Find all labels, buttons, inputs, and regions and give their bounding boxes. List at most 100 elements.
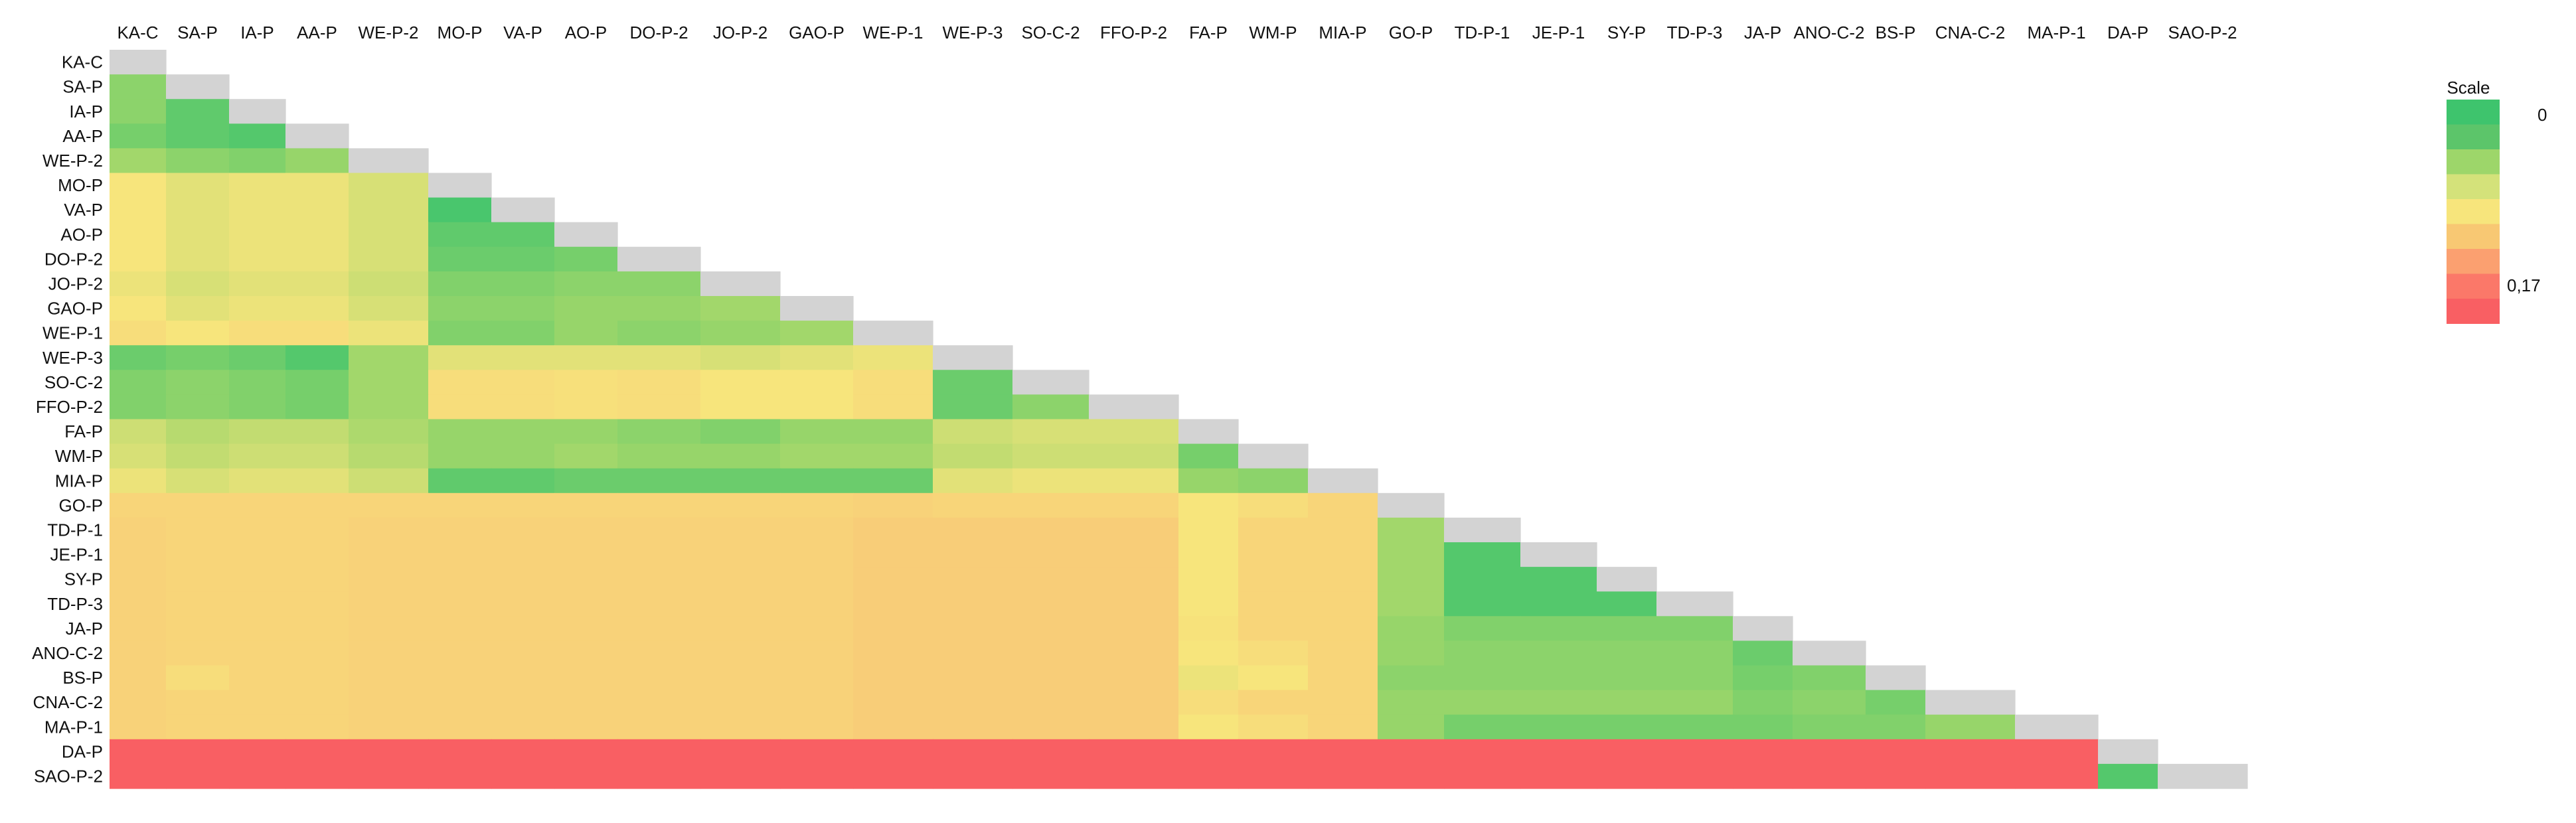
heatmap-cell (1444, 640, 1521, 666)
heatmap-cell (1378, 739, 1445, 765)
heatmap-cell (110, 197, 167, 223)
heatmap-cell (853, 690, 933, 715)
heatmap-cell (229, 321, 286, 346)
heatmap-cell (1444, 763, 1521, 789)
heatmap-cell (285, 492, 349, 518)
heatmap-cell (933, 616, 1013, 641)
diagonal-cell (780, 296, 854, 321)
heatmap-cell (1520, 567, 1597, 592)
heatmap-cell (780, 690, 854, 715)
heatmap-cell (166, 345, 230, 370)
heatmap-cell (617, 419, 701, 445)
heatmap-cell (554, 763, 618, 789)
heatmap-cell (491, 321, 555, 346)
heatmap-cell (285, 296, 349, 321)
column-label: WM-P (1249, 23, 1297, 42)
heatmap-cell (349, 419, 429, 445)
heatmap-cell (1597, 714, 1657, 740)
heatmap-cell (1866, 714, 1926, 740)
heatmap-cell (780, 321, 854, 346)
heatmap-cell (229, 591, 286, 617)
heatmap-cell (853, 394, 933, 420)
heatmap-cell (780, 567, 854, 592)
heatmap-cell (229, 197, 286, 223)
heatmap-cell (1378, 763, 1445, 789)
heatmap-cell (1178, 517, 1239, 543)
heatmap-cell (1793, 714, 1866, 740)
row-labels: KA-C SA-P IA-P AA-P WE-P-2 MO-P VA-P AO-P DO-P-2… (32, 52, 103, 786)
heatmap-cell (349, 517, 429, 543)
heatmap-cell (933, 591, 1013, 617)
column-label: GO-P (1389, 23, 1433, 42)
heatmap-cell (166, 517, 230, 543)
heatmap-cell (1308, 616, 1378, 641)
heatmap-cell (2015, 763, 2099, 789)
heatmap-cell (1178, 468, 1239, 494)
heatmap-cell (285, 567, 349, 592)
heatmap-cell (428, 443, 492, 469)
column-label: KA-C (117, 23, 158, 42)
heatmap-cell (2098, 763, 2158, 789)
heatmap-cell (1444, 714, 1521, 740)
heatmap-cell (428, 197, 492, 223)
column-label: TD-P-3 (1667, 23, 1723, 42)
heatmap-cell (554, 419, 618, 445)
heatmap-cell (554, 616, 618, 641)
heatmap-cell (110, 123, 167, 149)
heatmap-cell (285, 246, 349, 272)
heatmap-cell (700, 567, 781, 592)
heatmap-cell (491, 222, 555, 248)
heatmap-cell (780, 370, 854, 395)
heatmap-cell (554, 739, 618, 765)
column-label: VA-P (503, 23, 542, 42)
heatmap-cell (554, 468, 618, 494)
heatmap-cell (1238, 542, 1309, 567)
heatmap-cell (166, 296, 230, 321)
diagonal-cell (349, 148, 429, 174)
heatmap-cell (1089, 690, 1179, 715)
heatmap-cell (491, 739, 555, 765)
heatmap-cell (428, 468, 492, 494)
heatmap-cell (1178, 591, 1239, 617)
heatmap-cell (110, 690, 167, 715)
heatmap-cell (1012, 591, 1089, 617)
heatmap-cell (349, 763, 429, 789)
row-label: AO-P (60, 224, 103, 244)
heatmap-cell (1178, 542, 1239, 567)
heatmap-cell (491, 517, 555, 543)
heatmap-cell (853, 517, 933, 543)
heatmap-cell (110, 763, 167, 789)
heatmap-cell (1925, 739, 2016, 765)
diagonal-cell (1733, 616, 1793, 641)
heatmap-cell (1733, 739, 1793, 765)
heatmap-cell (349, 690, 429, 715)
heatmap-cell (1178, 665, 1239, 691)
heatmap-cell (349, 591, 429, 617)
heatmap-cell (491, 567, 555, 592)
heatmap-cell (1378, 690, 1445, 715)
diagonal-cell (1793, 640, 1866, 666)
heatmap-cell (166, 443, 230, 469)
row-label: VA-P (64, 200, 103, 220)
diagonal-cell (1925, 690, 2016, 715)
scale-swatch (2447, 149, 2500, 175)
heatmap-cell (617, 468, 701, 494)
heatmap-cell (1444, 591, 1521, 617)
heatmap-cell (428, 296, 492, 321)
diagonal-cell (1520, 542, 1597, 567)
heatmap-cell (700, 616, 781, 641)
diagonal-cell (1178, 419, 1239, 445)
heatmap-cell (428, 246, 492, 272)
heatmap-cell (617, 271, 701, 297)
heatmap-cell (1444, 665, 1521, 691)
row-label: JE-P-1 (50, 545, 103, 565)
heatmap-cell (285, 197, 349, 223)
heatmap-cell (491, 714, 555, 740)
heatmap-cell (491, 763, 555, 789)
heatmap-cell (285, 542, 349, 567)
diagonal-cell (700, 271, 781, 297)
heatmap-cell (554, 394, 618, 420)
heatmap-cell (428, 271, 492, 297)
diagonal-cell (110, 50, 167, 75)
heatmap-cell (780, 739, 854, 765)
